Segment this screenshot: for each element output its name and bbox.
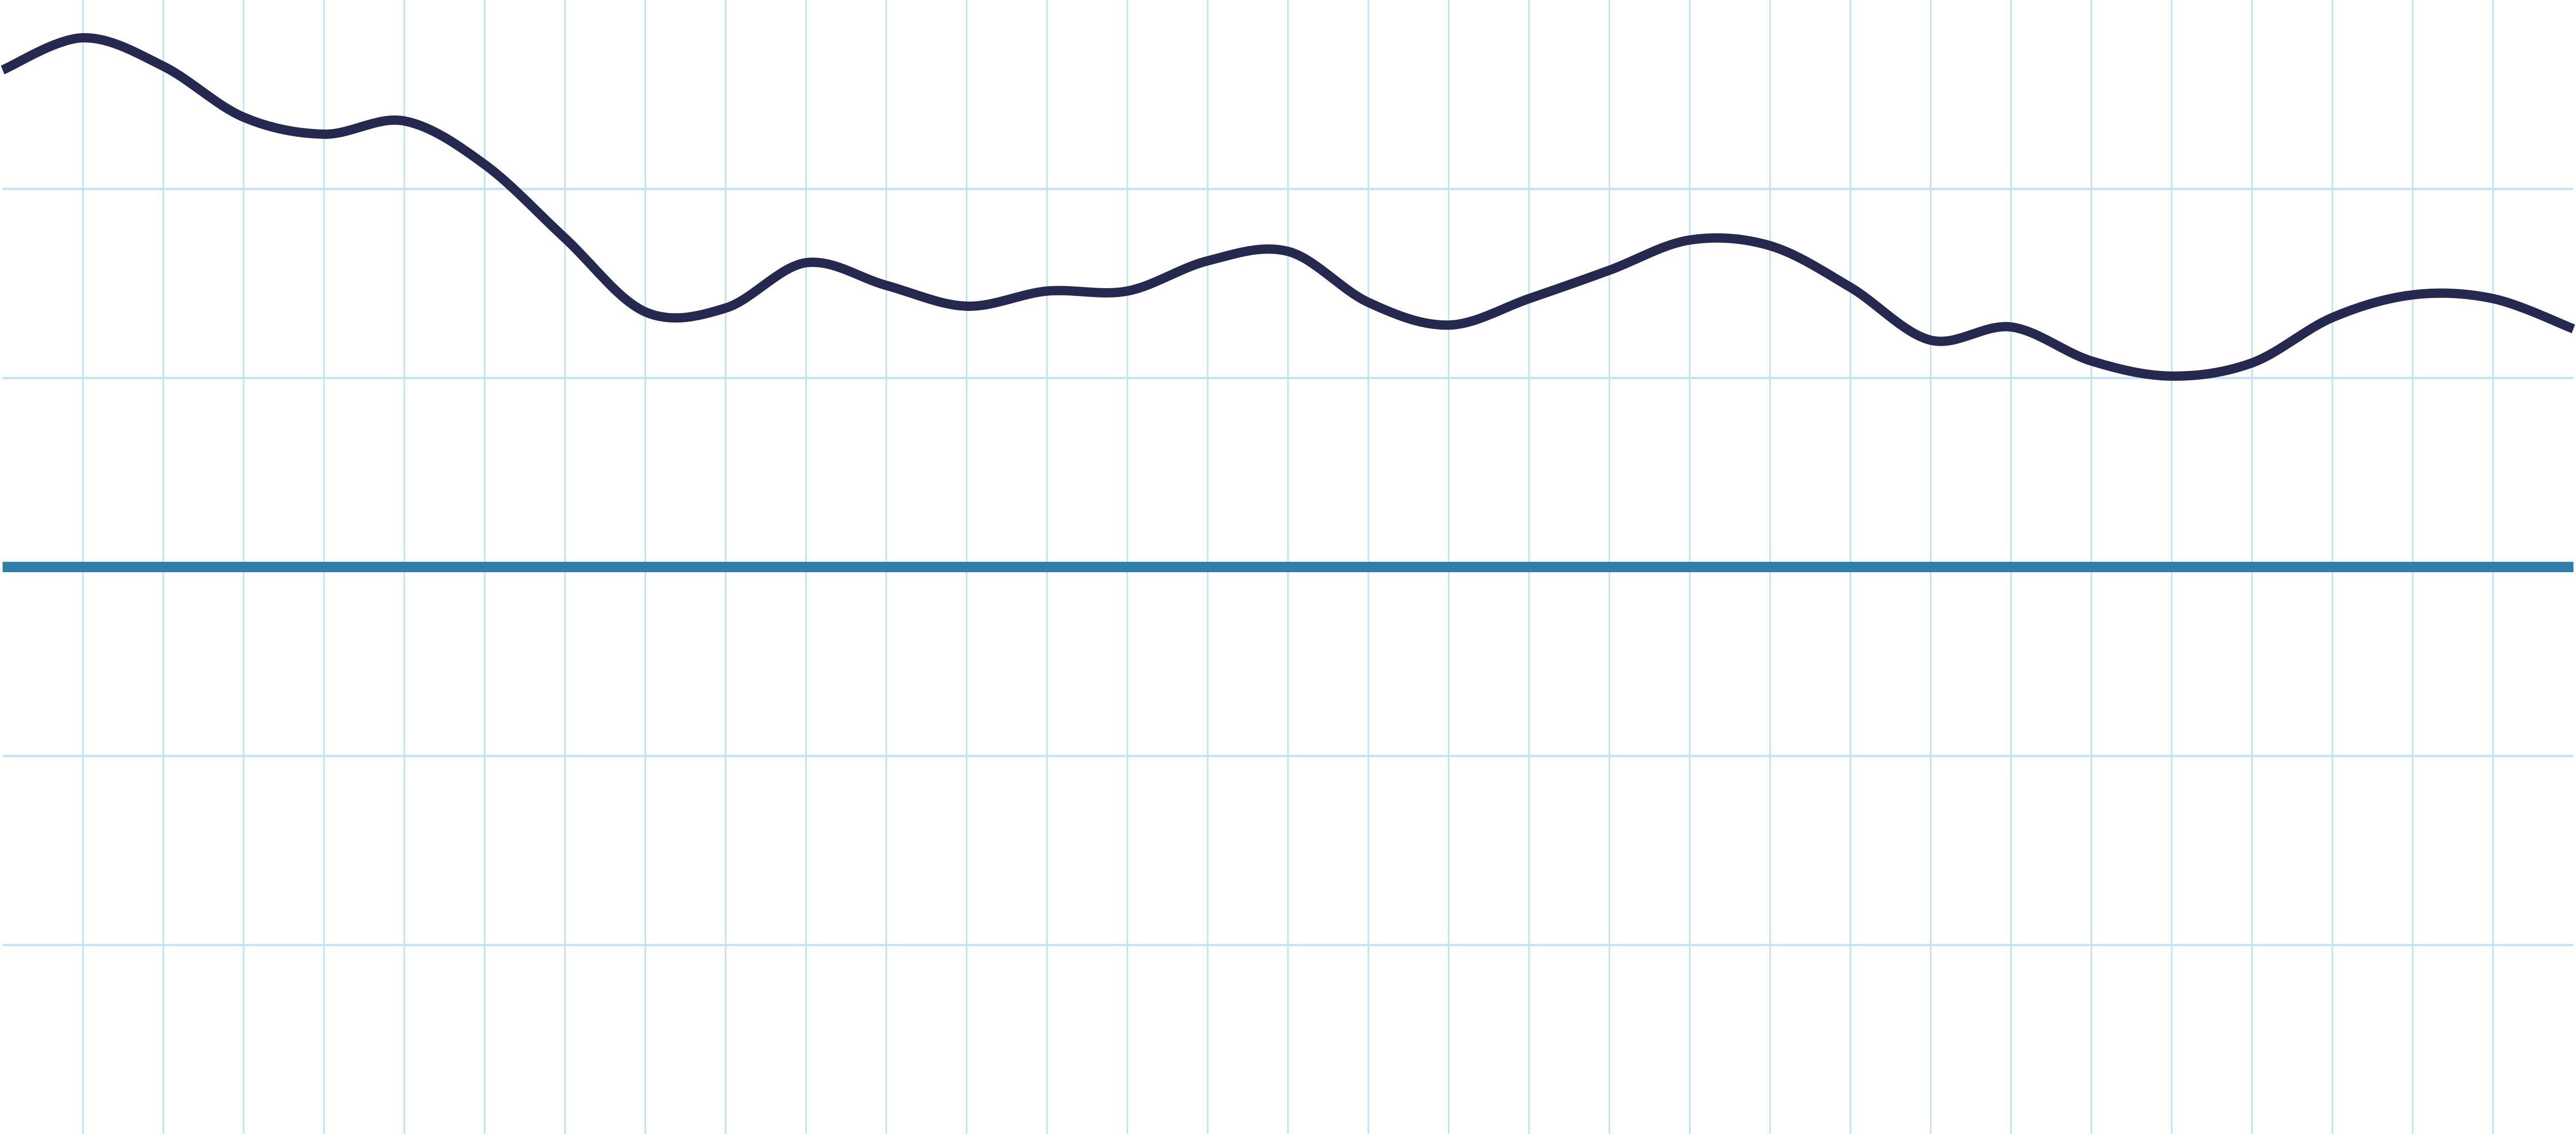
horizontal-gridlines bbox=[3, 188, 2573, 946]
series-layer bbox=[1, 33, 2575, 381]
series-line bbox=[1, 33, 2575, 381]
